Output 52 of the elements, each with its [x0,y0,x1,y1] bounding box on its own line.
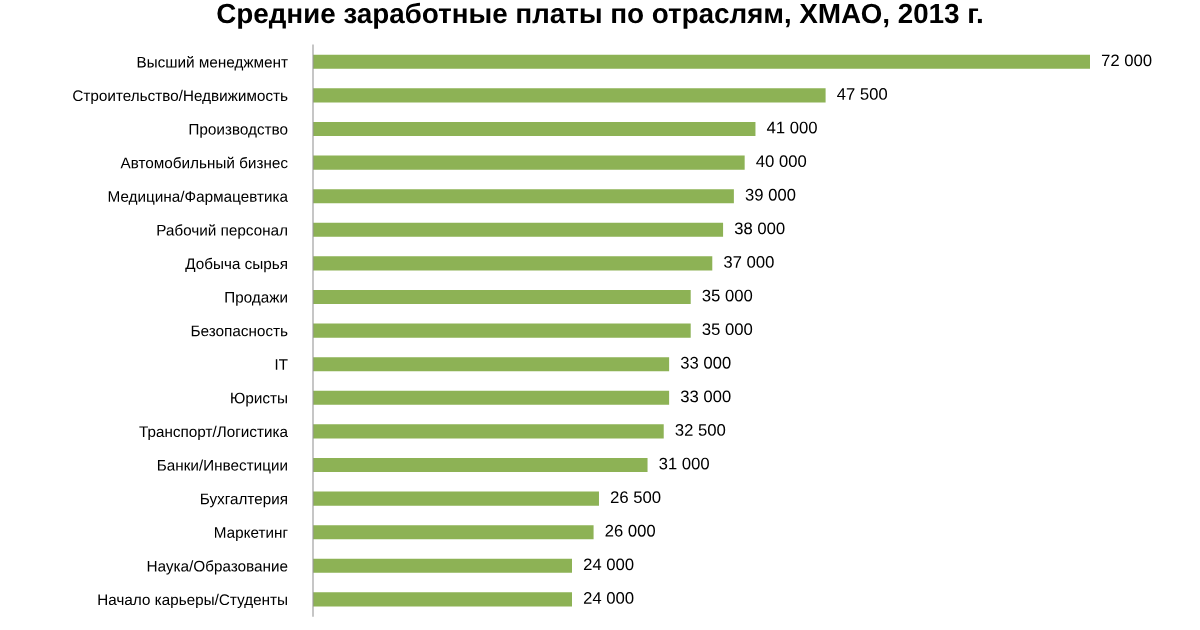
bar [313,424,664,439]
data-label: 35 000 [702,289,753,302]
data-label: 26 500 [610,491,661,504]
bar [313,558,572,573]
data-label: 38 000 [734,222,785,235]
y-tick-label: Бухгалтерия [201,493,287,508]
y-tick-label: IT [275,359,288,370]
bar [313,592,572,607]
y-tick-label: Юристы [231,392,287,407]
y-tick-label: Высший менеджмент [137,56,288,71]
y-tick-label: Банки/Инвестиции [157,459,287,474]
bar [313,390,670,405]
y-tick-label: Маркетинг [214,527,288,541]
bar [313,491,599,506]
y-tick-label: Строительство/Недвижимость [73,89,288,105]
y-tick-label: Рабочий персонал [157,224,287,239]
bar [313,189,734,204]
data-label: 47 500 [837,88,888,100]
data-label: 33 000 [680,356,731,369]
data-label: 41 000 [766,121,817,134]
bar [313,256,713,271]
y-tick-label: Транспорт/Логистика [139,425,289,441]
data-label: 35 000 [702,323,753,336]
bar [313,323,691,338]
bar [313,222,724,237]
data-label: 24 000 [583,558,634,571]
y-tick-label: Автомобильный бизнес [120,156,288,169]
data-label: 39 000 [745,188,796,201]
bar [313,121,756,137]
data-label: 31 000 [659,457,709,470]
bar [313,457,648,473]
y-tick-label: Добыча сырья [185,257,287,273]
bar [313,155,745,170]
bar [313,357,670,372]
chart-title: Средние заработные платы по отраслям, ХМАО, 2013 г. [217,2,982,29]
data-label: 32 500 [675,424,726,436]
y-tick-label: Наука/Образование [147,560,288,575]
bar [313,289,691,305]
y-tick-label: Начало карьеры/Студенты [98,593,287,609]
data-label: 72 000 [1101,54,1152,67]
y-tick-label: Медицина/Фармацевтика [108,190,289,205]
data-label: 37 000 [724,256,774,268]
data-label: 40 000 [756,155,807,168]
bar [313,54,1090,69]
data-label: 24 000 [583,592,634,604]
data-label: 33 000 [680,390,731,403]
bar [313,88,826,103]
data-label: 26 000 [605,524,656,537]
bar [313,525,594,540]
y-tick-label: Продажи [225,292,287,306]
y-tick-label: Производство [189,124,288,138]
y-tick-label: Безопасность [191,325,288,337]
